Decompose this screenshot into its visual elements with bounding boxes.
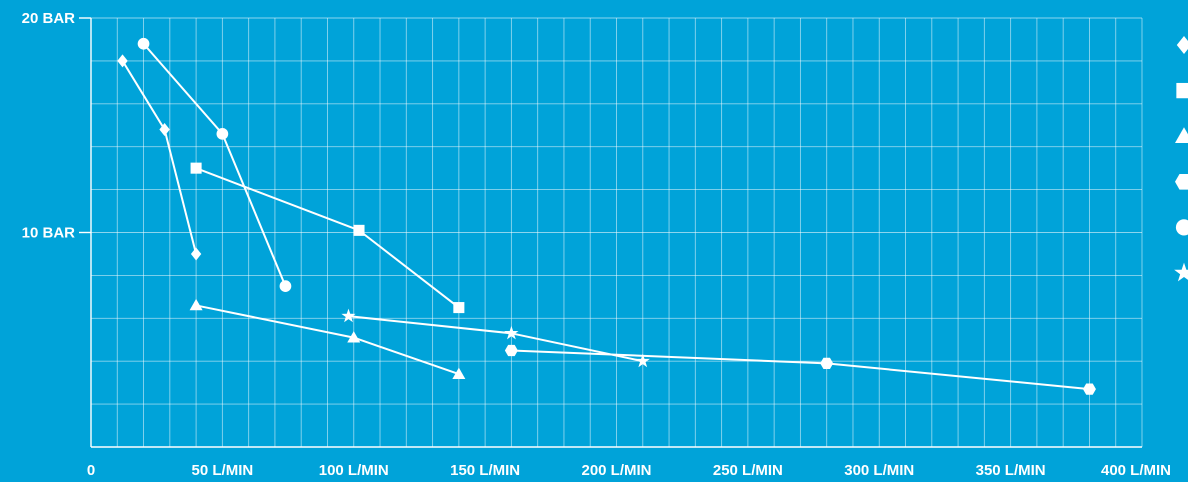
legend-marker-triangle [1175, 127, 1188, 143]
series-group [117, 37, 1096, 395]
legend-marker-square [1176, 82, 1188, 99]
data-point-triangle [452, 367, 466, 379]
x-tick-label: 200 L/MIN [581, 462, 651, 479]
x-tick-label: 300 L/MIN [844, 462, 914, 479]
data-point-circle [279, 280, 292, 292]
data-point-square [453, 302, 465, 314]
x-tick-label: 0 [87, 462, 95, 479]
data-point-triangle [347, 331, 361, 343]
y-tick-labels: 10 BAR 20 BAR [22, 10, 76, 242]
series-square [190, 162, 465, 314]
data-point-hexagon [820, 357, 834, 369]
data-point-diamond [117, 54, 128, 68]
x-tick-label: 100 L/MIN [319, 462, 389, 479]
x-tick-label: 150 L/MIN [450, 462, 520, 479]
series-line-circle [142, 43, 287, 287]
data-point-star [504, 325, 519, 340]
legend [1174, 36, 1188, 282]
data-point-diamond [190, 247, 202, 261]
x-tick-label: 50 L/MIN [192, 462, 254, 479]
x-tick-label: 400 L/MIN [1101, 462, 1171, 479]
data-point-circle [137, 37, 150, 50]
y-tick-label: 10 BAR [22, 225, 76, 242]
data-point-square [190, 162, 202, 174]
x-tick-labels: 0 50 L/MIN 100 L/MIN 150 L/MIN 200 L/MIN 250 … [87, 462, 1171, 479]
series-star [341, 308, 650, 368]
legend-marker-hexagon [1175, 174, 1188, 190]
grid [90, 17, 1143, 448]
series-diamond [117, 54, 202, 261]
data-point-hexagon [1082, 383, 1096, 395]
x-tick-label: 350 L/MIN [976, 462, 1046, 479]
x-tick-label: 250 L/MIN [713, 462, 783, 479]
y-tick-label: 20 BAR [22, 10, 76, 27]
data-point-circle [216, 127, 229, 140]
axes [79, 17, 1142, 448]
legend-marker-diamond [1176, 36, 1188, 54]
data-point-star [635, 353, 650, 368]
data-point-square [353, 224, 365, 236]
legend-marker-circle [1175, 219, 1188, 236]
series-triangle [189, 298, 466, 379]
series-circle [137, 37, 292, 292]
data-point-star [341, 308, 356, 323]
data-point-diamond [159, 123, 170, 137]
data-point-hexagon [504, 344, 518, 357]
data-point-triangle [189, 298, 203, 311]
legend-marker-star [1174, 262, 1188, 282]
